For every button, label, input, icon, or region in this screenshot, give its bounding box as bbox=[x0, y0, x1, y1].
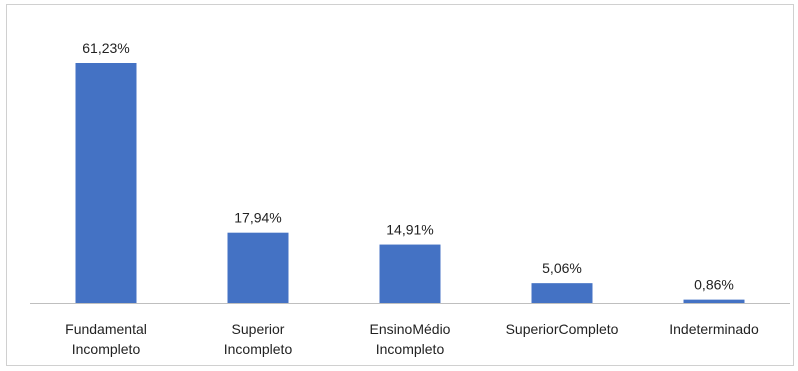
data-label-3: 5,06% bbox=[542, 260, 582, 276]
data-label-2: 14,91% bbox=[386, 222, 433, 238]
data-label-1: 17,94% bbox=[234, 210, 281, 226]
data-label-4: 0,86% bbox=[694, 277, 734, 293]
bar-0 bbox=[75, 63, 137, 303]
bar-3 bbox=[531, 283, 593, 303]
data-label-0: 61,23% bbox=[82, 40, 129, 56]
category-label-4: Indeterminado bbox=[669, 321, 759, 337]
category-label-0: Fundamental Incompleto bbox=[65, 321, 147, 357]
category-label-3: SuperiorCompleto bbox=[506, 321, 619, 337]
category-label-1: Superior Incompleto bbox=[224, 321, 293, 357]
bar-4 bbox=[683, 299, 745, 303]
bar-2 bbox=[379, 244, 441, 303]
bar-1 bbox=[227, 232, 289, 303]
chart-frame bbox=[6, 4, 794, 366]
category-label-2: EnsinoMédio Incompleto bbox=[370, 321, 451, 357]
